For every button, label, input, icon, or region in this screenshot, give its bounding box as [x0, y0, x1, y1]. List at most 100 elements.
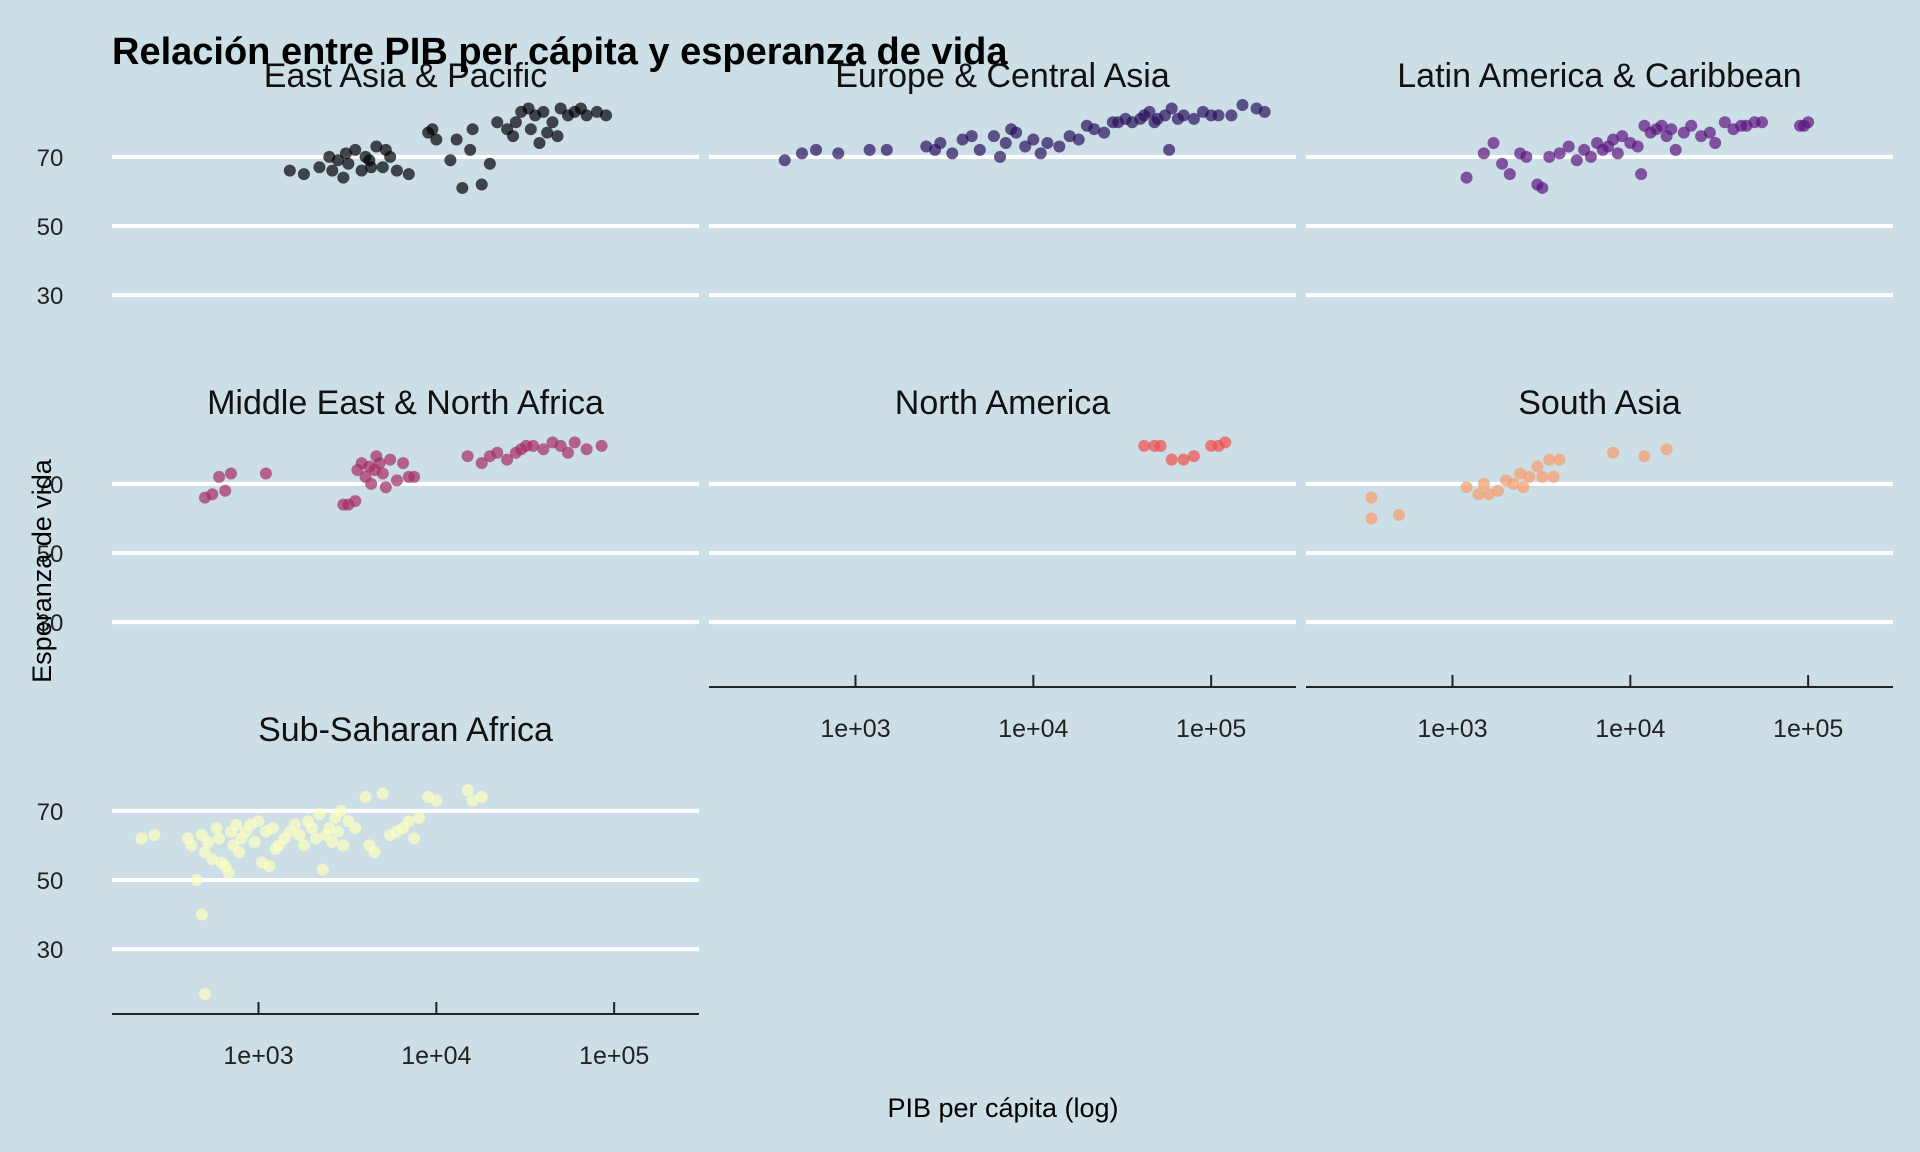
data-point	[1570, 154, 1583, 167]
data-point	[1019, 140, 1032, 153]
data-point	[973, 143, 986, 156]
data-point	[206, 488, 219, 501]
data-point	[233, 846, 246, 859]
data-point	[1027, 133, 1040, 146]
data-point	[1584, 150, 1597, 163]
data-point	[1660, 443, 1673, 456]
data-point	[1177, 109, 1190, 122]
data-point	[1187, 450, 1200, 463]
x-tick-label: 1e+05	[579, 1042, 649, 1070]
data-point	[1607, 446, 1620, 459]
y-tick-label: 50	[37, 214, 64, 241]
data-point	[1482, 488, 1495, 501]
facet-panel: Latin America & Caribbean	[1306, 57, 1893, 298]
facet-panels: 30 50 70 East Asia & Pacific Europe & Centra…	[37, 57, 1893, 1070]
data-point	[1536, 470, 1549, 483]
data-point	[524, 123, 537, 136]
data-point	[546, 116, 559, 129]
data-point	[198, 988, 211, 1000]
y-tick-label: 70	[37, 145, 64, 172]
data-point	[595, 439, 608, 452]
data-point	[349, 822, 362, 835]
data-point	[541, 126, 554, 139]
data-point	[1098, 126, 1111, 139]
data-point	[1718, 116, 1731, 129]
data-point	[1365, 512, 1378, 525]
data-point	[349, 495, 362, 508]
data-point	[135, 832, 148, 845]
data-point	[1165, 102, 1178, 115]
data-point	[475, 457, 488, 470]
data-point	[370, 140, 383, 153]
facet-strip-title: Middle East & North Africa	[207, 384, 604, 422]
data-point	[359, 791, 372, 804]
data-point	[332, 825, 345, 838]
data-point	[332, 154, 345, 167]
data-point	[365, 477, 378, 490]
data-point	[810, 143, 823, 156]
data-point	[1496, 157, 1509, 170]
data-point	[297, 839, 310, 852]
data-point	[259, 467, 272, 480]
data-point	[1487, 137, 1500, 150]
facet-panel: 30 50 70 Sub-Saharan Africa 1e+03 1e+04 1e+05	[37, 711, 699, 1070]
data-point	[266, 822, 279, 835]
data-point	[551, 130, 564, 143]
data-point	[863, 143, 876, 156]
data-point	[390, 474, 403, 487]
data-point	[1611, 147, 1624, 160]
data-point	[1163, 143, 1176, 156]
data-point	[444, 154, 457, 167]
data-point	[1709, 137, 1722, 150]
data-point	[263, 860, 276, 873]
data-point	[475, 791, 488, 804]
data-point	[994, 150, 1007, 163]
data-point	[1236, 99, 1249, 111]
data-point	[1165, 453, 1178, 466]
x-tick-label: 1e+05	[1176, 715, 1246, 743]
data-point	[1477, 147, 1490, 160]
data-point	[537, 443, 550, 456]
facet-panel: North America 1e+03 1e+04 1e+05	[709, 384, 1296, 743]
data-point	[461, 784, 474, 797]
data-point	[1755, 116, 1768, 129]
data-point	[222, 867, 235, 880]
data-point	[288, 818, 301, 831]
x-tick-label: 1e+04	[401, 1042, 471, 1070]
data-point	[965, 130, 978, 143]
data-point	[1088, 123, 1101, 136]
data-point	[379, 143, 392, 156]
data-point	[316, 863, 329, 876]
data-point	[1005, 123, 1018, 136]
chart-title: Relación entre PIB per cápita y esperanz…	[112, 31, 1008, 73]
data-point	[1669, 143, 1682, 156]
data-point	[1543, 453, 1556, 466]
data-point	[491, 446, 504, 459]
data-point	[1225, 109, 1238, 122]
data-point	[1514, 467, 1527, 480]
data-point	[402, 168, 415, 181]
data-point	[1063, 130, 1076, 143]
data-point	[1187, 112, 1200, 125]
data-point	[456, 181, 469, 194]
data-point	[568, 436, 581, 449]
data-point	[326, 835, 339, 848]
data-point	[185, 839, 198, 852]
data-point	[466, 794, 479, 807]
data-point	[210, 822, 223, 835]
data-point	[483, 157, 496, 170]
data-point	[148, 829, 161, 842]
x-tick-label: 1e+03	[1417, 715, 1487, 743]
x-tick-label: 1e+04	[1595, 715, 1665, 743]
data-point	[309, 832, 322, 845]
data-point	[402, 815, 415, 828]
data-point	[527, 439, 540, 452]
data-point	[426, 123, 439, 136]
data-point	[376, 787, 389, 800]
data-point	[306, 822, 319, 835]
data-point	[561, 446, 574, 459]
data-point	[466, 123, 479, 136]
x-tick-label: 1e+03	[223, 1042, 293, 1070]
